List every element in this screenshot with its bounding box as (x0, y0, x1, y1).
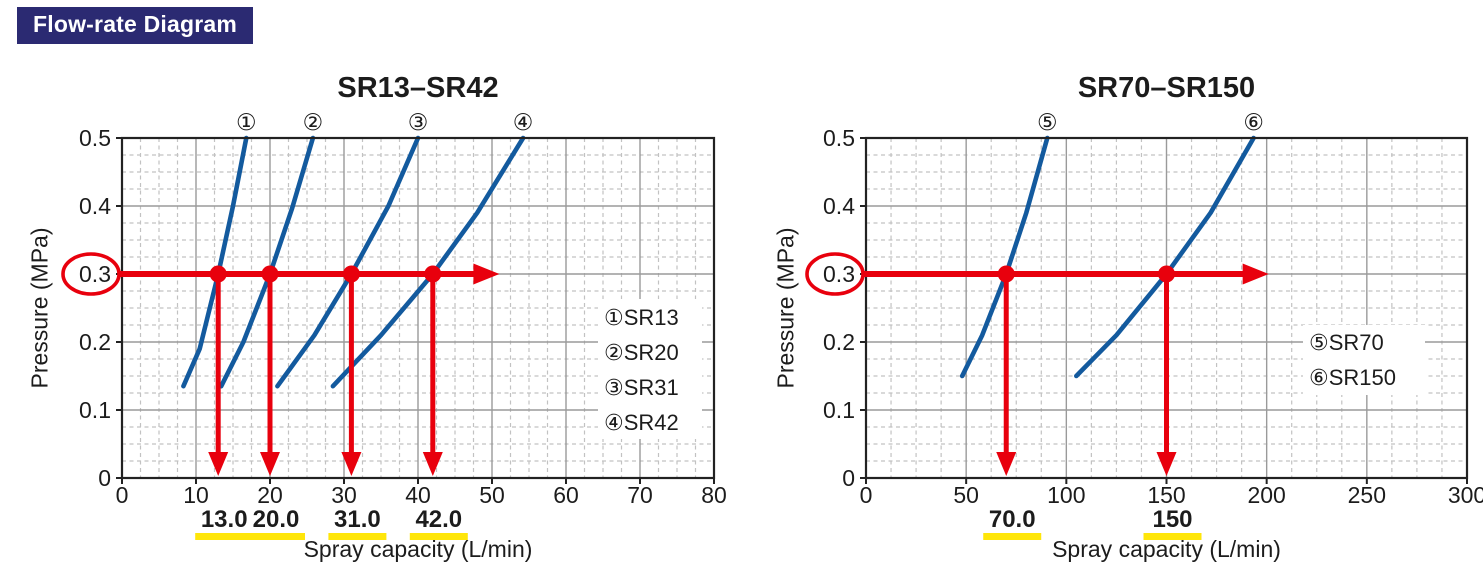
y-tick-label: 0.3 (79, 261, 111, 287)
flow-arrow-head (422, 452, 443, 476)
curve-SR31 (275, 135, 421, 389)
y-tick-label: 0.4 (823, 193, 855, 219)
chart-SR13–SR42: ① ② ③ ④ 0 10 20 30 40 50 60 70 80 0 0.1 0.2 0.3 0.4 0.5 ①SR… (61, 109, 727, 540)
header-title: Flow-rate Diagram (33, 11, 238, 37)
x-tick-label: 300 (1448, 482, 1483, 508)
y-tick-label: 0.3 (823, 261, 855, 287)
x-tick-label: 200 (1247, 482, 1285, 508)
pressure-arrow-head (473, 263, 500, 285)
reading-value: 150 (1152, 506, 1192, 533)
x-tick-label: 50 (953, 482, 979, 508)
intersection-dot (997, 265, 1015, 283)
legend-item-SR42: ④SR42 (604, 410, 679, 435)
y-tick-label: 0.5 (823, 125, 855, 151)
flow-arrow-head (260, 452, 280, 476)
x-tick-label: 10 (183, 482, 209, 508)
x-tick-label: 150 (1147, 482, 1185, 508)
x-tick-label: 80 (701, 482, 727, 508)
flow-arrow-head (996, 452, 1017, 476)
intersection-dot (261, 265, 279, 283)
x-tick-label: 20 (257, 482, 283, 508)
reading-underline (983, 533, 1042, 540)
reading-value: 31.0 (334, 506, 381, 533)
reading-underline (1143, 533, 1202, 540)
y-tick-label: 0 (98, 465, 111, 491)
curve-marker-SR150: ⑥ (1243, 109, 1264, 135)
y-tick-label: 0.2 (823, 329, 855, 355)
reading-underline (195, 533, 254, 540)
flow-arrow-head (1156, 452, 1177, 476)
y-axis-label-left: Pressure (MPa) (26, 227, 53, 389)
x-tick-label: 100 (1047, 482, 1085, 508)
x-tick-label: 60 (553, 482, 579, 508)
y-tick-label: 0.4 (79, 193, 111, 219)
reading-underline (409, 533, 468, 540)
chart-title-right: SR70–SR150 (1077, 72, 1256, 104)
reading-value: 70.0 (989, 506, 1036, 533)
chart-SR70–SR150: ⑤ ⑥ 0 50 100 150 200 250 300 0 0.1 0.2 0.3 0.4 0.5 ⑤SR7… (805, 109, 1483, 540)
y-tick-label: 0.2 (79, 329, 111, 355)
x-tick-label: 50 (479, 482, 505, 508)
flow-arrow-head (208, 452, 229, 476)
y-tick-label: 0.5 (79, 125, 111, 151)
reading-underline (247, 533, 305, 540)
curve-marker-SR42: ④ (513, 109, 534, 135)
flow-arrow-head (341, 452, 362, 476)
x-tick-label: 30 (331, 482, 357, 508)
y-tick-label: 0 (842, 465, 855, 491)
x-tick-label: 0 (860, 482, 873, 508)
legend-background (598, 299, 702, 439)
x-tick-label: 70 (627, 482, 653, 508)
curve-marker-SR70: ⑤ (1037, 109, 1058, 135)
x-tick-label: 40 (405, 482, 431, 508)
y-tick-label: 0.1 (79, 397, 111, 423)
legend-background (1303, 325, 1425, 395)
reading-value: 20.0 (253, 506, 300, 533)
x-tick-label: 0 (116, 482, 129, 508)
intersection-dot (1158, 265, 1175, 283)
legend-item-SR20: ②SR20 (604, 340, 679, 365)
intersection-dot (424, 265, 442, 283)
reading-value: 13.0 (201, 506, 248, 533)
curve-SR42 (330, 135, 526, 389)
reading-underline (328, 533, 387, 540)
y-axis-label-right: Pressure (MPa) (772, 227, 799, 389)
legend-item-SR150: ⑥SR150 (1309, 365, 1396, 390)
header-badge: Flow-rate Diagram (17, 7, 254, 44)
curve-marker-SR13: ① (236, 109, 257, 135)
chart-title-left: SR13–SR42 (337, 72, 499, 104)
x-tick-label: 250 (1348, 482, 1386, 508)
legend-item-SR70: ⑤SR70 (1309, 330, 1384, 355)
curve-marker-SR31: ③ (408, 109, 429, 135)
reading-value: 42.0 (415, 506, 462, 533)
intersection-dot (209, 265, 227, 283)
legend-item-SR13: ①SR13 (604, 305, 679, 330)
x-axis-label-right: Spray capacity (L/min) (1052, 536, 1281, 562)
legend-item-SR31: ③SR31 (604, 375, 679, 400)
y-tick-label: 0.1 (823, 397, 855, 423)
intersection-dot (342, 265, 360, 283)
curve-SR20 (218, 135, 316, 389)
x-axis-label-left: Spray capacity (L/min) (303, 536, 533, 562)
curve-marker-SR20: ② (303, 109, 324, 135)
pressure-arrow-head (1242, 263, 1269, 285)
